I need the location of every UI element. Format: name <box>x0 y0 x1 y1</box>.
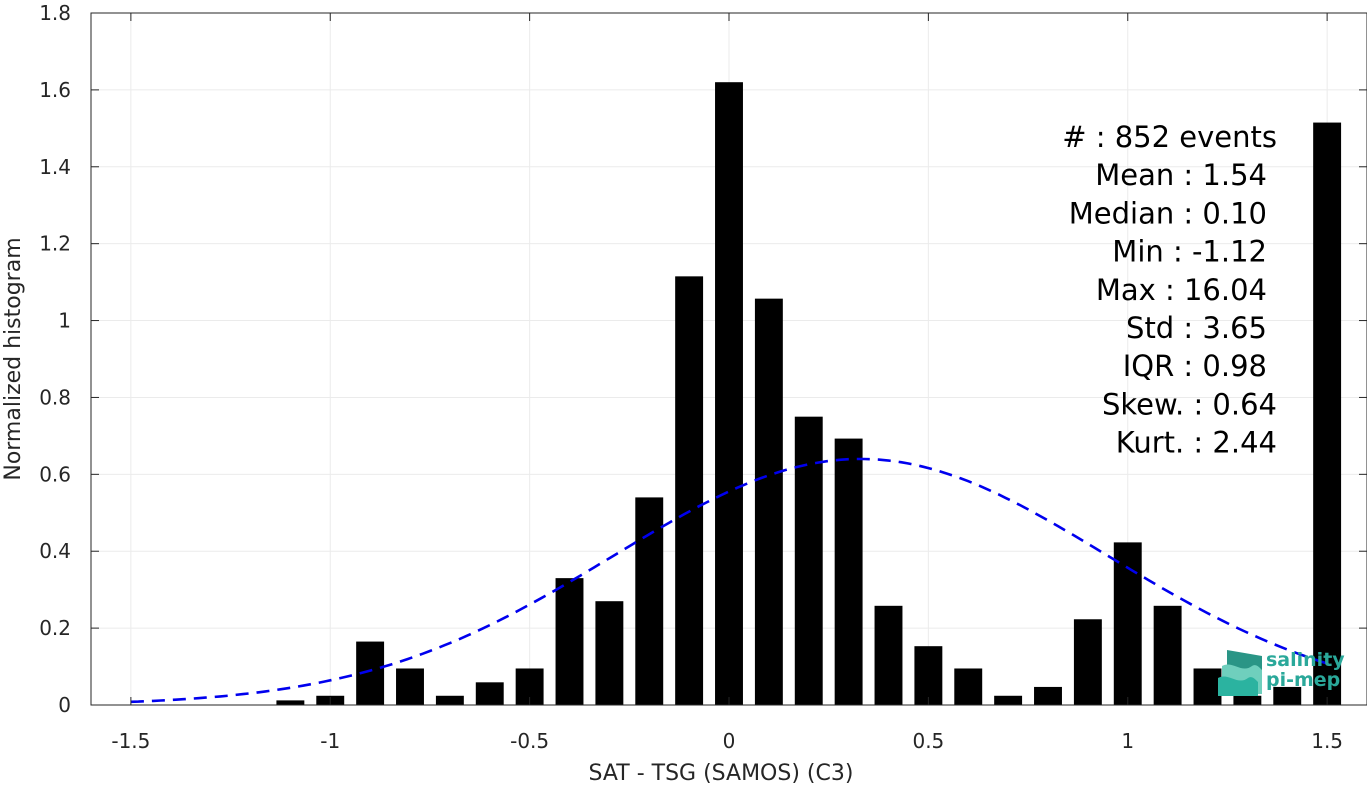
y-tick-label: 1.4 <box>39 155 71 179</box>
histogram-bar <box>595 601 624 705</box>
stats-line: Median : 0.10 <box>1069 196 1267 230</box>
histogram-bar <box>1034 686 1062 705</box>
normal-fit-curve <box>130 457 1328 704</box>
y-tick-label: 1.6 <box>39 78 71 102</box>
axis-ticks <box>91 12 1367 706</box>
x-tick-label: 0 <box>723 729 736 753</box>
histogram-bar <box>1193 668 1222 705</box>
stats-line: Skew. : 0.64 <box>1102 387 1277 421</box>
histogram-bar <box>1113 542 1142 705</box>
stats-line: Mean : 1.54 <box>1095 158 1267 192</box>
logo-text-pi-mep: pi-mep <box>1266 669 1340 691</box>
x-tick-label: -1.5 <box>111 729 150 753</box>
stats-line: Max : 16.04 <box>1096 273 1267 307</box>
histogram-bar <box>834 438 863 705</box>
salinity-pi-mep-logo: salinity pi-mep <box>1218 649 1345 696</box>
histogram-bar <box>994 695 1023 705</box>
stats-annotation: # : 852 events Mean : 1.54 Median : 0.10 Mi… <box>1062 120 1277 460</box>
histogram-bar <box>954 668 983 705</box>
histogram-bar <box>555 578 584 705</box>
histogram-bars <box>276 82 1342 706</box>
histogram-bar <box>1313 122 1342 706</box>
stats-line: Min : -1.12 <box>1112 235 1267 269</box>
x-tick-label: -1 <box>320 729 340 753</box>
histogram-bar <box>475 682 504 705</box>
histogram-bar <box>675 276 704 705</box>
histogram-bar <box>715 82 743 705</box>
y-tick-label: 0.6 <box>39 462 71 486</box>
histogram-bar <box>754 298 783 705</box>
y-tick-labels: 0 0.2 0.4 0.6 0.8 1 1.2 1.4 1.6 1.8 <box>39 1 71 717</box>
histogram-bar <box>396 668 424 705</box>
x-tick-labels: -1.5 -1 -0.5 0 0.5 1 1.5 <box>111 729 1343 753</box>
histogram-bar <box>276 700 305 705</box>
wave-logo-icon <box>1218 650 1262 696</box>
y-axis-label: Normalized histogram <box>1 237 26 480</box>
x-tick-label: -0.5 <box>510 729 549 753</box>
histogram-bar <box>1233 695 1262 705</box>
stats-line: Kurt. : 2.44 <box>1116 426 1277 460</box>
histogram-bar <box>794 416 823 705</box>
y-tick-label: 0.8 <box>39 385 71 409</box>
x-tick-label: 0.5 <box>912 729 944 753</box>
histogram-bar <box>874 605 903 705</box>
x-axis-label: SAT - TSG (SAMOS) (C3) <box>589 761 854 785</box>
histogram-bar <box>1153 605 1182 705</box>
x-tick-label: 1 <box>1121 729 1134 753</box>
stats-line: # : 852 events <box>1062 120 1277 154</box>
histogram-bar <box>1073 619 1102 705</box>
stats-line: Std : 3.65 <box>1126 311 1267 345</box>
y-tick-label: 1.8 <box>39 1 71 25</box>
y-tick-label: 0.4 <box>39 539 71 563</box>
y-tick-label: 0 <box>58 693 71 717</box>
histogram-bar <box>635 497 664 705</box>
y-tick-label: 1.2 <box>39 232 71 256</box>
y-tick-label: 0.2 <box>39 616 71 640</box>
histogram-bar <box>1273 686 1302 705</box>
stats-line: IQR : 0.98 <box>1123 349 1267 383</box>
histogram-bar <box>914 646 943 705</box>
histogram-bar <box>435 695 464 705</box>
logo-text-salinity: salinity <box>1266 649 1345 671</box>
x-tick-label: 1.5 <box>1311 729 1343 753</box>
y-tick-label: 1 <box>58 309 71 333</box>
